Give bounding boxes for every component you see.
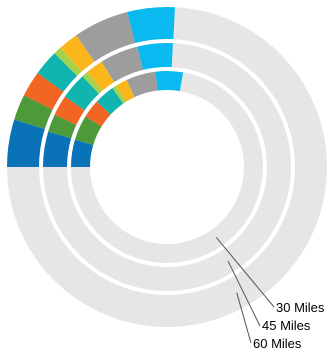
leader-line-45-miles — [227, 260, 261, 327]
leader-line-60-miles — [236, 292, 252, 344]
ring-2-slice-light_green — [82, 72, 103, 94]
ring-2-slice-green — [48, 114, 77, 139]
leader-lines-group — [215, 237, 275, 344]
ring-1-slice-amber — [60, 35, 95, 72]
ring-3-slice-orange — [85, 101, 111, 127]
ring-1-slice-grey — [76, 12, 136, 62]
ring-2-slice-teal — [64, 76, 99, 111]
ring-3-slice-green — [75, 116, 102, 145]
ring-1-slice-sky_blue — [127, 7, 176, 44]
ring-1-slice-orange — [23, 72, 64, 110]
ring-2-slice-amber — [87, 61, 115, 91]
ring-3-slice-light_green — [112, 85, 127, 104]
ring-3-slice-amber — [116, 79, 135, 102]
ring-1-slice-light_green — [54, 47, 82, 76]
ring-1-slice-dark_blue — [7, 119, 45, 167]
label-60-miles: 60 Miles — [253, 336, 302, 351]
ring-2-slice-orange — [54, 96, 85, 125]
ring-2-slice-sky_blue — [137, 42, 173, 70]
ring-3-slice-dark_blue — [71, 139, 94, 167]
ring-3-slice-grey — [126, 71, 158, 98]
leader-line-30-miles — [215, 237, 275, 308]
rings-group — [7, 7, 327, 328]
ring-3-slice-sky_blue — [155, 71, 184, 92]
ring-2-slice-grey — [101, 46, 144, 83]
ring-2-slice-dark_blue — [43, 131, 72, 167]
ring-3-slice-teal — [96, 87, 124, 115]
label-30-miles: 30 Miles — [276, 300, 325, 315]
ring-1-slice-green — [14, 95, 53, 129]
label-45-miles: 45 Miles — [262, 318, 311, 333]
ring-1-slice-teal — [37, 53, 78, 92]
